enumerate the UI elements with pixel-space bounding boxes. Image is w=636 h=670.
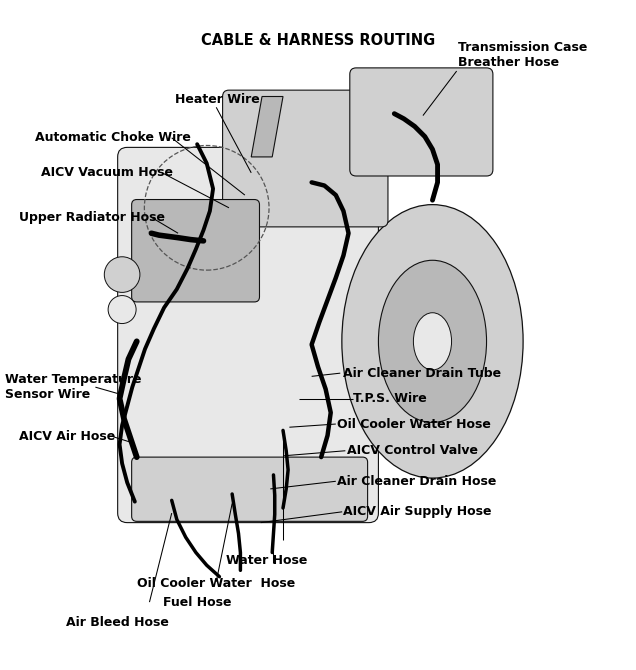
Text: Air Bleed Hose: Air Bleed Hose	[66, 616, 169, 629]
Ellipse shape	[413, 313, 452, 370]
Text: T.P.S. Wire: T.P.S. Wire	[353, 392, 427, 405]
Circle shape	[104, 257, 140, 292]
Ellipse shape	[342, 204, 523, 478]
Text: Heater Wire: Heater Wire	[175, 93, 259, 106]
Ellipse shape	[378, 260, 487, 423]
Text: Oil Cooler Water Hose: Oil Cooler Water Hose	[337, 417, 491, 431]
Polygon shape	[251, 96, 283, 157]
Text: Automatic Choke Wire: Automatic Choke Wire	[35, 131, 191, 144]
Text: Water Temperature
Sensor Wire: Water Temperature Sensor Wire	[5, 373, 142, 401]
FancyBboxPatch shape	[350, 68, 493, 176]
Text: AICV Control Valve: AICV Control Valve	[347, 444, 478, 457]
Text: Oil Cooler Water  Hose: Oil Cooler Water Hose	[137, 577, 295, 590]
Circle shape	[108, 295, 136, 324]
FancyBboxPatch shape	[118, 147, 378, 523]
Text: CABLE & HARNESS ROUTING: CABLE & HARNESS ROUTING	[201, 33, 435, 48]
FancyBboxPatch shape	[223, 90, 388, 227]
Text: Fuel Hose: Fuel Hose	[163, 596, 232, 609]
FancyBboxPatch shape	[132, 457, 368, 521]
Text: Air Cleaner Drain Hose: Air Cleaner Drain Hose	[337, 475, 497, 488]
Text: Upper Radiator Hose: Upper Radiator Hose	[19, 211, 165, 224]
Text: AICV Air Supply Hose: AICV Air Supply Hose	[343, 505, 492, 519]
Text: AICV Vacuum Hose: AICV Vacuum Hose	[41, 166, 174, 180]
Text: AICV Air Hose: AICV Air Hose	[19, 430, 115, 444]
Text: Air Cleaner Drain Tube: Air Cleaner Drain Tube	[343, 366, 502, 380]
Text: Transmission Case
Breather Hose: Transmission Case Breather Hose	[458, 41, 587, 69]
FancyBboxPatch shape	[132, 200, 259, 302]
Text: Water Hose: Water Hose	[226, 554, 308, 567]
